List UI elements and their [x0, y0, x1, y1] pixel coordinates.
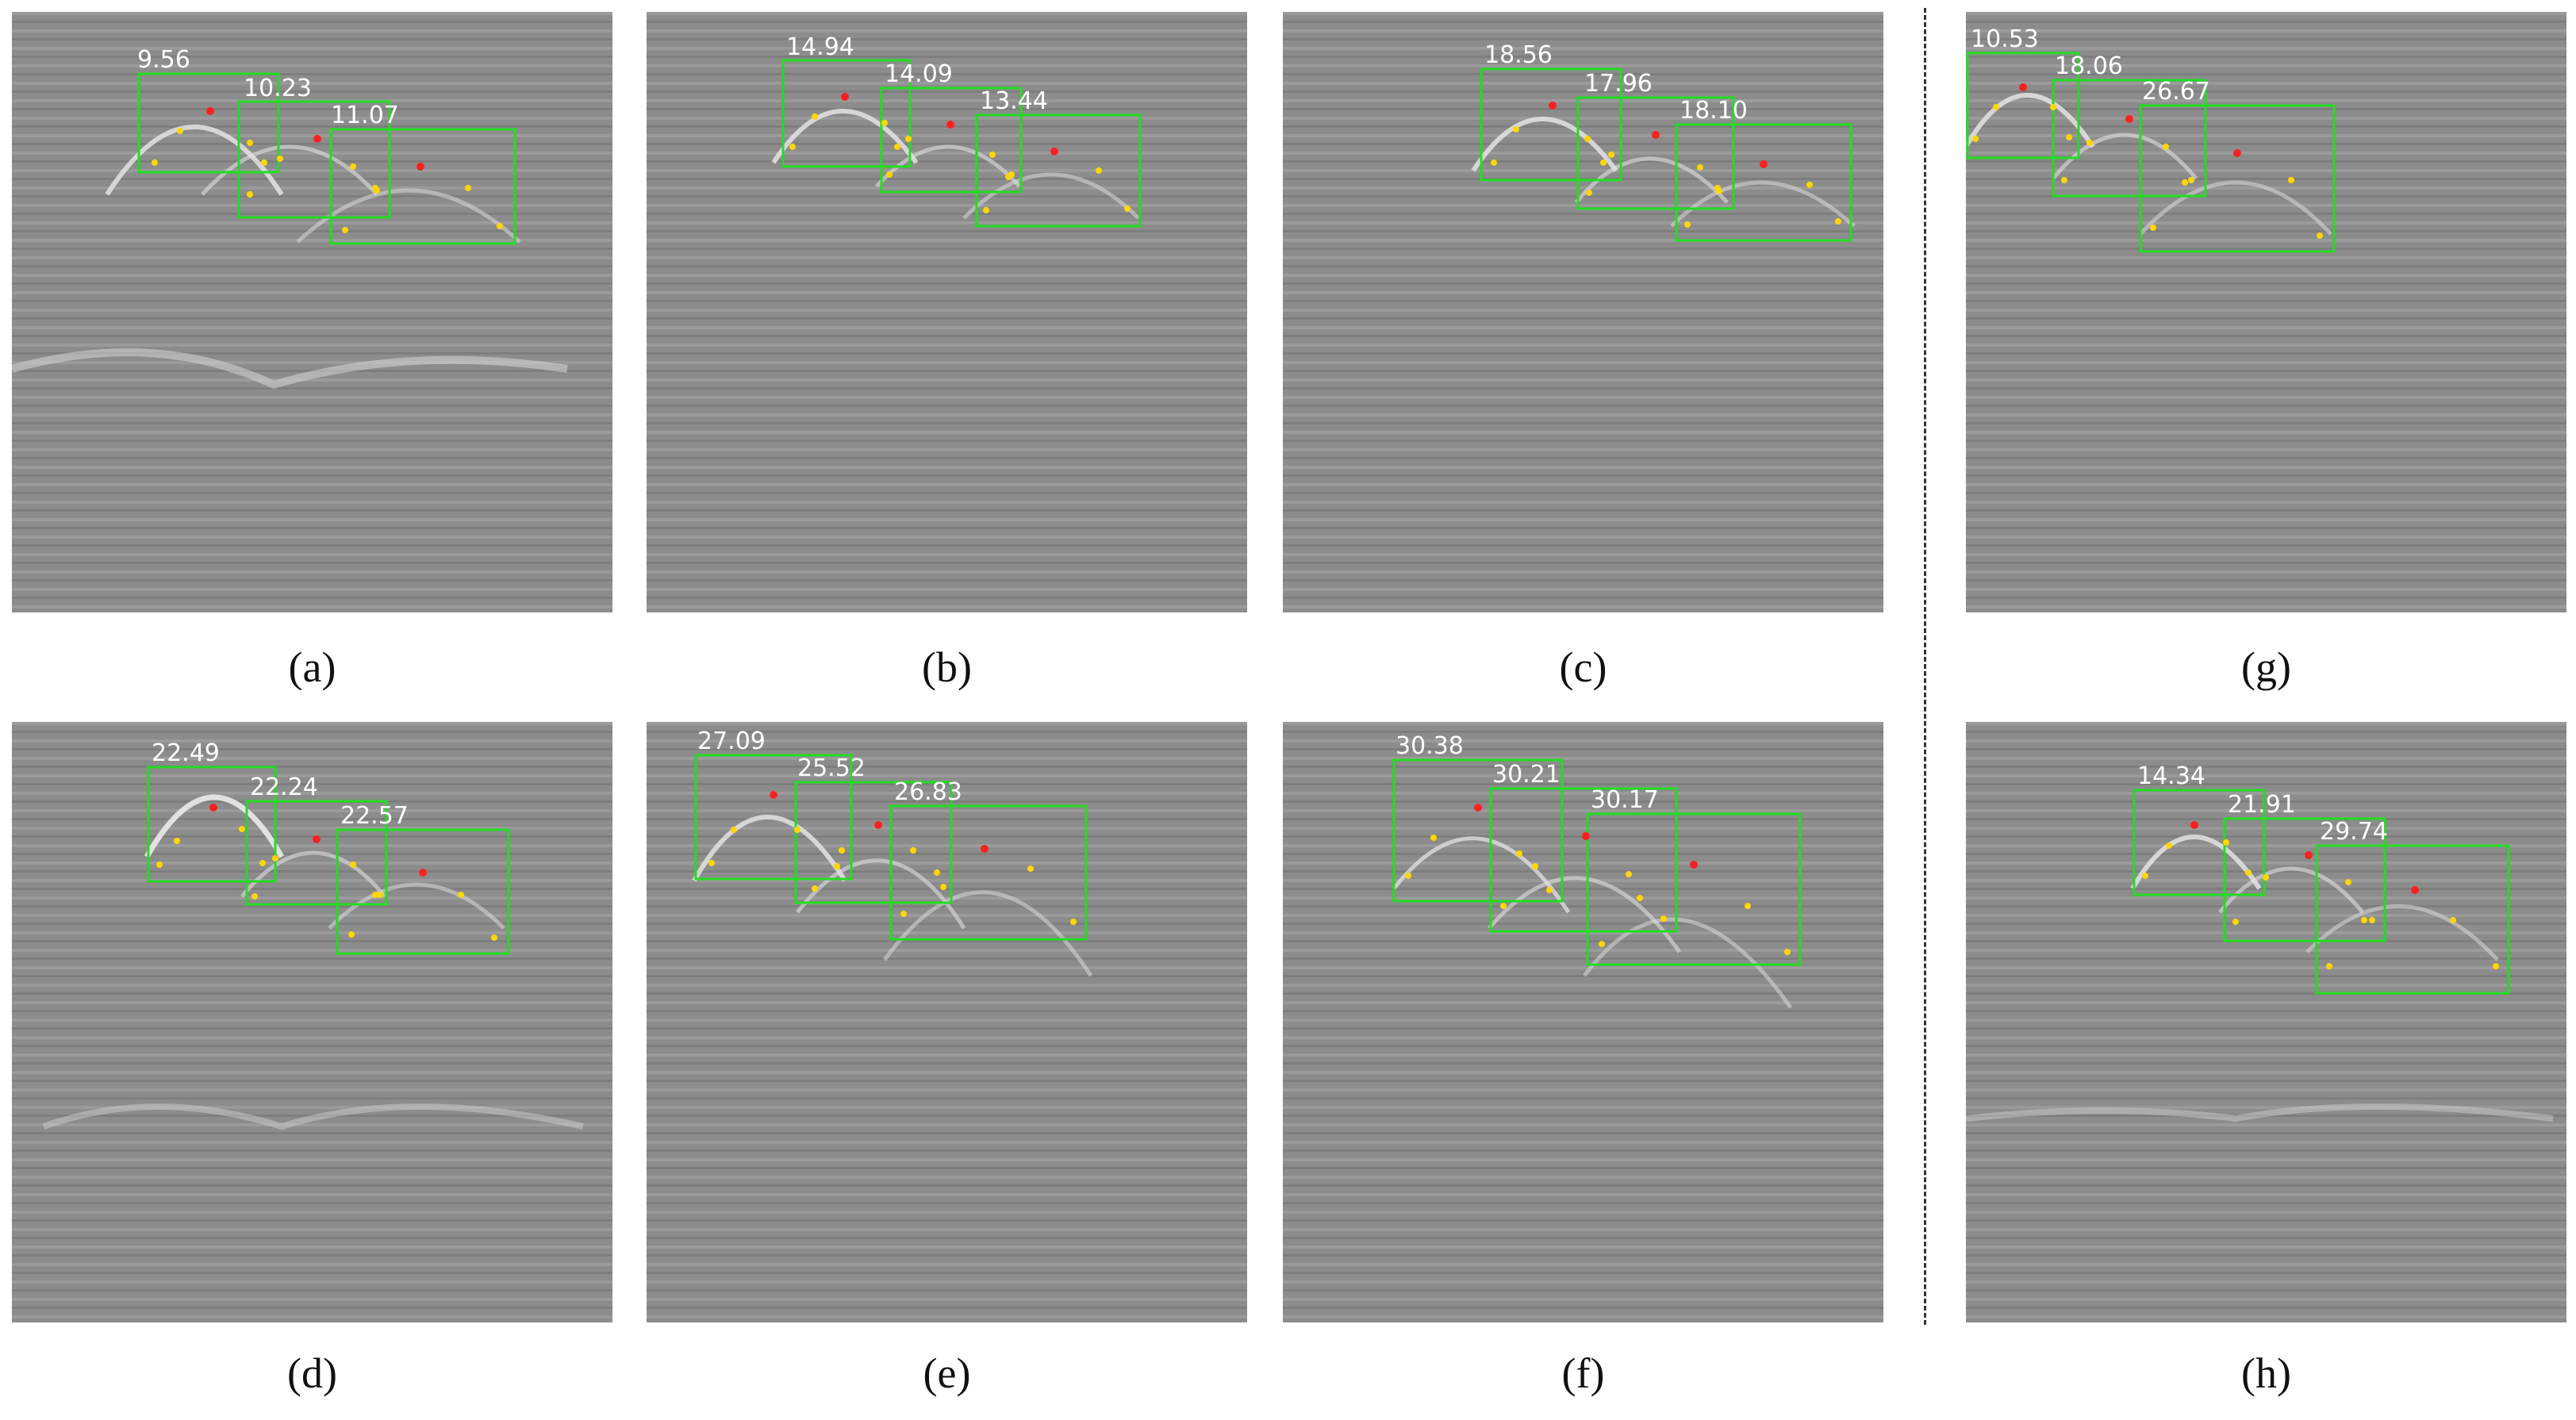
- gpr-scan-e: 27.09 25.52 26.83: [647, 722, 1247, 1322]
- apex-point: [946, 121, 954, 129]
- box-2: [794, 781, 953, 904]
- box-3-value: 22.57: [340, 802, 409, 830]
- box-1: [147, 766, 277, 883]
- box-3: [2315, 844, 2510, 995]
- box-2: [880, 86, 1023, 194]
- box-3-value: 13.44: [980, 87, 1048, 115]
- dashed-divider: [1924, 8, 1926, 1325]
- box-3-value: 30.17: [1591, 786, 1659, 814]
- box-3: [1675, 123, 1852, 242]
- gpr-image-panel-g: 10.53 18.06 26.67: [1966, 12, 2566, 612]
- gpr-scan-d: 22.49 22.24 22.57: [12, 722, 612, 1322]
- box-1-value: 10.53: [1971, 25, 2039, 53]
- box-1-value: 22.49: [152, 739, 220, 767]
- box-1: [694, 754, 853, 881]
- apex-point: [1050, 148, 1058, 155]
- gpr-image-panel-f: 30.38 30.21 30.17: [1283, 722, 1883, 1322]
- apex-point: [2233, 149, 2241, 157]
- gpr-scan-a: 9.56 10.23 11.07: [12, 12, 612, 612]
- gpr-scan-g: 10.53 18.06 26.67: [1966, 12, 2566, 612]
- apex-point: [417, 163, 424, 171]
- box-3: [336, 828, 510, 955]
- apex-point: [770, 791, 777, 799]
- box-1-value: 14.34: [2137, 762, 2206, 790]
- caption-g: (g): [2241, 643, 2291, 691]
- box-2-value: 17.96: [1584, 70, 1653, 98]
- box-3-value: 26.67: [2142, 78, 2210, 106]
- box-1-value: 9.56: [137, 46, 190, 74]
- box-1-value: 14.94: [786, 33, 854, 61]
- box-2-value: 10.23: [244, 75, 312, 102]
- box-2: [245, 800, 388, 906]
- apex-point: [2125, 115, 2133, 123]
- apex-point: [1474, 804, 1482, 812]
- gpr-image-panel-d: 22.49 22.24 22.57: [12, 722, 612, 1322]
- apex-point: [841, 93, 849, 101]
- box-1-value: 30.38: [1395, 732, 1464, 760]
- apex-point: [1582, 832, 1590, 840]
- box-3-value: 11.07: [331, 102, 399, 129]
- box-2-value: 30.21: [1492, 761, 1561, 789]
- apex-point: [1760, 160, 1768, 168]
- box-2-value: 22.24: [250, 773, 318, 801]
- box-2: [237, 100, 391, 219]
- caption-f: (f): [1561, 1349, 1605, 1397]
- apex-point: [2305, 851, 2313, 859]
- gpr-scan-b: 14.94 14.09 13.44: [647, 12, 1247, 612]
- apex-point: [2019, 83, 2027, 91]
- apex-point: [1690, 861, 1698, 869]
- box-2: [1576, 96, 1735, 210]
- apex-point: [874, 821, 882, 829]
- caption-b: (b): [922, 643, 972, 691]
- box-3: [329, 128, 516, 245]
- box-3: [1586, 812, 1802, 966]
- box-3: [889, 804, 1088, 941]
- box-2: [2223, 817, 2386, 942]
- apex-point: [2190, 821, 2198, 829]
- box-2-value: 25.52: [797, 754, 866, 782]
- box-2-value: 14.09: [885, 60, 953, 88]
- apex-point: [1652, 131, 1660, 139]
- apex-point: [313, 135, 321, 143]
- caption-a: (a): [288, 643, 336, 691]
- box-2: [2052, 79, 2207, 198]
- gpr-scan-c: 18.56 17.96 18.10: [1283, 12, 1883, 612]
- caption-e: (e): [923, 1349, 971, 1397]
- caption-d: (d): [287, 1349, 337, 1397]
- gpr-image-panel-e: 27.09 25.52 26.83: [647, 722, 1247, 1322]
- apex-point: [313, 835, 321, 843]
- gpr-image-panel-c: 18.56 17.96 18.10: [1283, 12, 1883, 612]
- gpr-image-panel-b: 14.94 14.09 13.44: [647, 12, 1247, 612]
- box-1: [1392, 758, 1564, 903]
- apex-point: [2411, 886, 2419, 894]
- box-1: [781, 59, 912, 168]
- gpr-image-panel-h: 14.34 21.91 29.74: [1966, 722, 2566, 1322]
- caption-c: (c): [1559, 643, 1607, 691]
- apex-point: [981, 845, 989, 853]
- box-1-value: 27.09: [697, 727, 766, 755]
- apex-point: [209, 804, 217, 812]
- box-3-value: 26.83: [894, 778, 962, 806]
- box-2: [1489, 787, 1678, 933]
- box-2-value: 18.06: [2055, 52, 2123, 80]
- gpr-image-panel-a: 9.56 10.23 11.07: [12, 12, 612, 612]
- box-1: [137, 72, 280, 174]
- box-2-value: 21.91: [2228, 791, 2296, 819]
- apex-point: [206, 107, 214, 115]
- box-1: [1966, 52, 2080, 159]
- apex-point: [419, 869, 427, 877]
- box-1: [2133, 789, 2266, 896]
- box-3: [2139, 104, 2336, 253]
- box-1-value: 18.56: [1484, 41, 1553, 69]
- box-3: [975, 113, 1142, 228]
- apex-point: [1549, 102, 1557, 109]
- gpr-scan-h: 14.34 21.91 29.74: [1966, 722, 2566, 1322]
- caption-h: (h): [2241, 1349, 2291, 1397]
- box-1: [1480, 67, 1622, 182]
- box-3-value: 18.10: [1680, 97, 1748, 125]
- box-3-value: 29.74: [2320, 818, 2388, 846]
- gpr-scan-f: 30.38 30.21 30.17: [1283, 722, 1883, 1322]
